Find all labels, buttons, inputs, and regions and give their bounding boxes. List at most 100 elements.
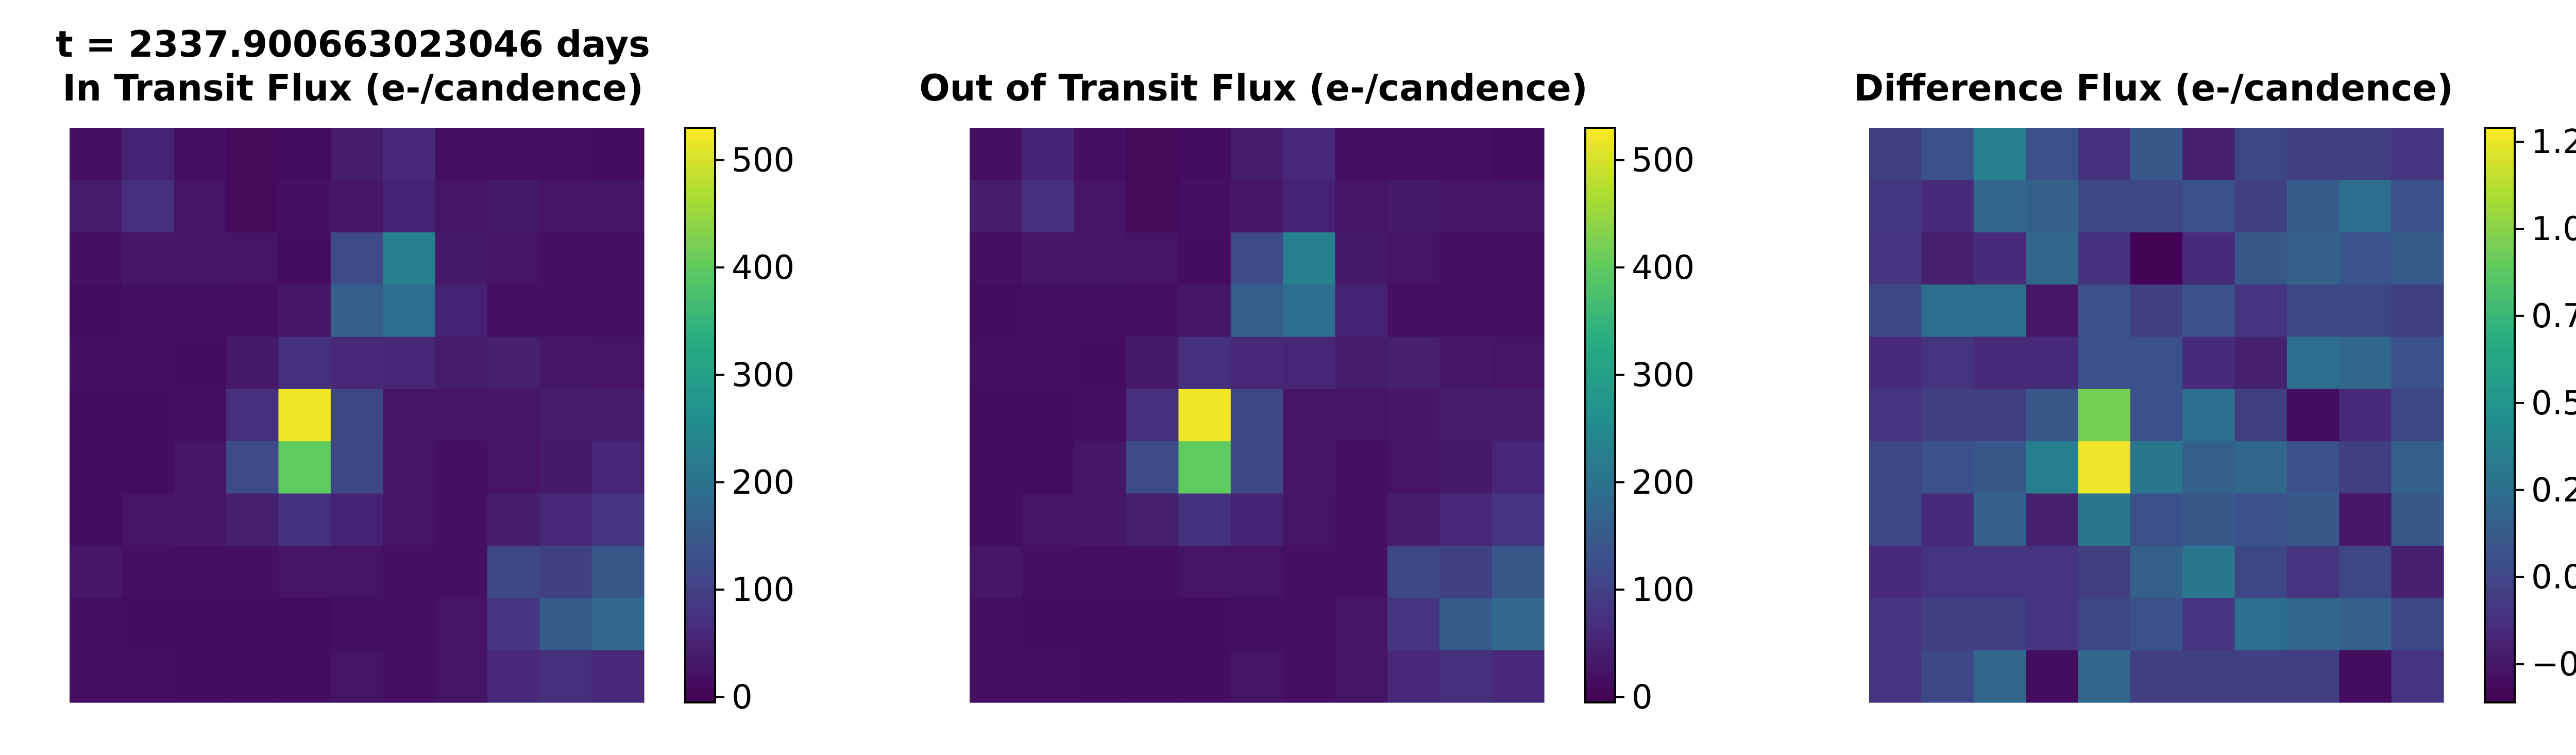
colorbar-gradient-step: [1585, 645, 1615, 650]
colorbar-gradient-step: [1585, 582, 1615, 588]
heatmap-cell-r0-c8: [1387, 128, 1440, 180]
heatmap-cell-r6-c8: [1387, 441, 1440, 494]
colorbar-gradient-step: [2485, 688, 2515, 694]
heatmap-cell-r10-c3: [2026, 650, 2079, 703]
heatmap-cell-r6-c7: [2234, 441, 2287, 494]
heatmap-cell-r5-c7: [1335, 389, 1388, 442]
colorbar-gradient-step: [2485, 132, 2515, 138]
colorbar-gradient-step: [2485, 659, 2515, 665]
heatmap-cell-r6-c0: [970, 441, 1022, 494]
heatmap-cell-r1-c0: [970, 180, 1022, 233]
colorbar-gradient-step: [1585, 473, 1615, 478]
colorbar-gradient-step: [1585, 434, 1615, 440]
colorbar-gradient-step: [685, 635, 715, 641]
heatmap-cell-r7-c7: [435, 493, 488, 546]
heatmap-cell-r2-c6: [383, 232, 436, 285]
colorbar-gradient-step: [685, 559, 715, 564]
colorbar-gradient-step: [685, 506, 715, 512]
heatmap-cell-r3-c1: [1921, 284, 1974, 338]
colorbar-gradient-step: [685, 362, 715, 368]
colorbar-gradient-step: [685, 458, 715, 464]
colorbar-gradient-step: [2485, 626, 2515, 631]
heatmap-cell-r9-c8: [487, 598, 540, 651]
heatmap-cell-r0-c4: [1178, 128, 1231, 180]
heatmap-cell-r9-c8: [1387, 598, 1440, 651]
heatmap-cell-r4-c4: [2078, 337, 2131, 390]
heatmap-cell-r5-c0: [1869, 389, 1922, 442]
colorbar-gradient-step: [685, 281, 715, 287]
colorbar-gradient-step: [1585, 219, 1615, 224]
colorbar-gradient-step: [2485, 262, 2515, 267]
heatmap-cell-r6-c10: [2391, 441, 2444, 494]
colorbar-gradient-step: [685, 142, 715, 147]
colorbar-gradient-step: [1585, 520, 1615, 526]
heatmap-cell-r2-c5: [2130, 232, 2183, 285]
colorbar-gradient-step: [2485, 429, 2515, 435]
colorbar-tick-label: 500: [732, 142, 794, 180]
colorbar-gradient-step: [2485, 511, 2515, 516]
colorbar-gradient-step: [2485, 496, 2515, 502]
colorbar-gradient-step: [1585, 425, 1615, 430]
heatmap-cell-r5-c4: [1178, 389, 1231, 442]
colorbar-gradient-step: [2485, 649, 2515, 655]
heatmap-cell-r1-c5: [1230, 180, 1283, 233]
heatmap-cell-r8-c7: [435, 545, 488, 598]
colorbar-gradient-step: [2485, 348, 2515, 354]
out-of-transit-colorbar: 0 100 200 300 400 500: [1584, 127, 1694, 717]
colorbar-gradient-step: [2485, 180, 2515, 186]
colorbar-gradient-step: [685, 257, 715, 262]
heatmap-cell-r1-c2: [174, 180, 227, 233]
colorbar-gradient-step: [685, 353, 715, 358]
colorbar-gradient-step: [1585, 410, 1615, 416]
heatmap-cell-r4-c6: [1283, 337, 1336, 390]
colorbar-gradient-step: [1585, 252, 1615, 258]
heatmap-cell-r6-c0: [1869, 441, 1922, 494]
colorbar-gradient-step: [685, 645, 715, 650]
heatmap-cell-r0-c9: [539, 128, 592, 180]
colorbar-gradient-step: [1585, 266, 1615, 272]
colorbar-gradient-step: [2485, 425, 2515, 430]
heatmap-cell-r4-c4: [1178, 337, 1231, 390]
colorbar-gradient-step: [2485, 185, 2515, 191]
heatmap-cell-r9-c6: [1283, 598, 1336, 651]
colorbar-gradient-step: [1585, 444, 1615, 449]
colorbar-gradient-step: [1585, 161, 1615, 167]
heatmap-cell-r0-c1: [1921, 128, 1974, 180]
colorbar-gradient-step: [2485, 415, 2515, 421]
colorbar-gradient-step: [1585, 458, 1615, 464]
difference-colorbar: −0.25 0.00 0.25 0.50 0.75 1.00 1.25: [2484, 123, 2576, 703]
colorbar-gradient-step: [685, 319, 715, 325]
colorbar-gradient-step: [685, 659, 715, 665]
heatmap-cell-r5-c0: [970, 389, 1022, 442]
colorbar-gradient-step: [1585, 420, 1615, 425]
colorbar-gradient-step: [1585, 492, 1615, 497]
heatmap-cell-r5-c8: [2286, 389, 2340, 442]
colorbar-gradient-step: [2485, 655, 2515, 660]
colorbar-gradient-step: [1585, 156, 1615, 162]
heatmap-cell-r7-c1: [122, 493, 175, 546]
heatmap-cell-r6-c3: [2026, 441, 2079, 494]
heatmap-cell-r8-c5: [1230, 545, 1283, 598]
colorbar-gradient-step: [1585, 271, 1615, 277]
heatmap-cell-r6-c8: [487, 441, 540, 494]
heatmap-cell-r0-c3: [226, 128, 279, 180]
colorbar-tick-label: 0.00: [2531, 559, 2576, 597]
colorbar-gradient-step: [1585, 300, 1615, 306]
heatmap-cell-r1-c6: [383, 180, 436, 233]
heatmap-cell-r3-c8: [1387, 284, 1440, 338]
colorbar-gradient-step: [2485, 448, 2515, 454]
heatmap-cell-r4-c7: [2234, 337, 2287, 390]
colorbar-gradient-step: [2485, 204, 2515, 210]
heatmap-cell-r4-c3: [2026, 337, 2079, 390]
heatmap-cell-r7-c7: [1335, 493, 1388, 546]
out-of-transit-flux-panel: Out of Transit Flux (e-/candence) 0 100 20…: [919, 67, 1694, 717]
colorbar-gradient-step: [1585, 448, 1615, 454]
heatmap-cell-r2-c4: [278, 232, 331, 285]
heatmap-cell-r4-c0: [970, 337, 1022, 390]
colorbar-gradient-step: [685, 621, 715, 627]
colorbar-gradient-step: [685, 209, 715, 215]
colorbar-gradient-step: [1585, 540, 1615, 545]
colorbar-gradient-step: [685, 295, 715, 301]
colorbar-gradient-step: [685, 286, 715, 291]
heatmap-cell-r0-c8: [487, 128, 540, 180]
